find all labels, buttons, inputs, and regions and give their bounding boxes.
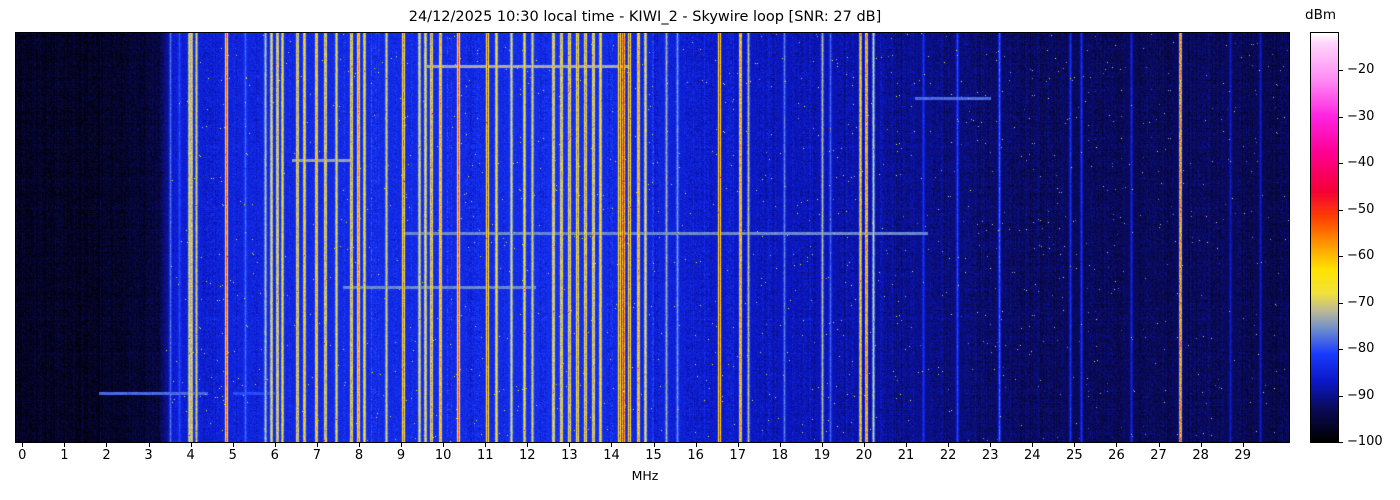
x-tick [1158, 443, 1160, 447]
x-tick [274, 443, 276, 447]
colorbar-tick [1339, 70, 1343, 72]
spectrogram-waterfall[interactable] [16, 33, 1289, 442]
x-tick-label: 4 [186, 448, 195, 463]
x-axis: 0 1 2 3 4 5 6 7 8 9 10 11 12 13 14 15 16 17 18 19 20 21 22 23 24… [15, 443, 1290, 473]
colorbar-tick [1339, 163, 1343, 165]
x-tick-label: 5 [228, 448, 237, 463]
x-tick-label: 21 [897, 448, 915, 463]
x-tick [527, 443, 529, 447]
x-tick-label: 23 [981, 448, 999, 463]
colorbar-tick [1339, 256, 1343, 258]
x-tick-label: 10 [434, 448, 452, 463]
x-tick-label: 16 [687, 448, 704, 463]
x-tick [990, 443, 992, 447]
colorbar-gradient [1311, 33, 1338, 442]
x-tick-label: 29 [1234, 448, 1251, 463]
x-tick-label: 7 [312, 448, 322, 463]
x-tick-label: 20 [855, 448, 873, 463]
x-tick [1242, 443, 1244, 447]
x-tick [316, 443, 318, 447]
x-tick-label: 12 [519, 448, 536, 463]
x-tick [1032, 443, 1034, 447]
x-tick [358, 443, 360, 447]
x-tick [1200, 443, 1202, 447]
colorbar-tick [1339, 349, 1343, 351]
x-tick [232, 443, 234, 447]
colorbar[interactable] [1310, 32, 1339, 443]
x-tick-label: 8 [354, 448, 364, 463]
x-tick-label: 27 [1150, 448, 1167, 463]
colorbar-tick-label: −70 [1347, 294, 1375, 310]
x-tick-label: 26 [1108, 448, 1125, 463]
x-tick-label: 15 [645, 448, 662, 463]
colorbar-axis: −20 −30 −40 −50 −60 −70 −80 −90 −100 [1339, 32, 1399, 449]
x-tick-label: 24 [1024, 448, 1041, 463]
x-tick-label: 14 [603, 448, 620, 463]
x-tick-label: 22 [939, 448, 957, 463]
x-tick-label: 19 [813, 448, 831, 463]
x-tick-label: 17 [729, 448, 746, 463]
colorbar-tick [1339, 302, 1343, 304]
colorbar-tick-label: −30 [1347, 108, 1375, 124]
colorbar-tick-label: −20 [1347, 62, 1375, 78]
x-tick-label: 6 [270, 448, 279, 463]
x-tick-label: 18 [771, 448, 789, 463]
x-tick [190, 443, 192, 447]
x-tick-label: 0 [18, 448, 27, 463]
colorbar-tick [1339, 116, 1343, 118]
x-axis-label: MHz [631, 468, 659, 483]
colorbar-tick [1339, 442, 1343, 443]
x-tick-label: 2 [102, 448, 111, 463]
x-tick [821, 443, 823, 447]
x-tick [485, 443, 487, 447]
page-title: 24/12/2025 10:30 local time - KIWI_2 - S… [408, 9, 882, 25]
x-tick-label: 28 [1192, 448, 1209, 463]
x-tick [863, 443, 865, 447]
spectrogram-plot-area[interactable] [15, 32, 1290, 443]
x-tick-label: 25 [1066, 448, 1083, 463]
x-tick [22, 443, 24, 447]
x-tick [695, 443, 697, 447]
x-tick [569, 443, 571, 447]
x-tick-label: 3 [144, 448, 153, 463]
colorbar-tick [1339, 395, 1343, 397]
x-tick [906, 443, 908, 447]
colorbar-tick [1339, 209, 1343, 211]
x-tick [948, 443, 950, 447]
x-tick [779, 443, 781, 447]
colorbar-tick-label: −90 [1347, 387, 1375, 403]
colorbar-tick-label: −50 [1347, 201, 1375, 217]
x-tick [1074, 443, 1076, 447]
x-tick [443, 443, 445, 447]
x-tick [106, 443, 108, 447]
x-tick-label: 9 [396, 448, 406, 463]
x-tick [64, 443, 66, 447]
x-tick-label: 13 [561, 448, 578, 463]
x-tick [401, 443, 403, 447]
x-tick [737, 443, 739, 447]
colorbar-tick-label: −60 [1347, 248, 1375, 264]
x-tick [653, 443, 655, 447]
x-tick [148, 443, 150, 447]
colorbar-tick-label: −100 [1347, 434, 1383, 449]
x-tick [1116, 443, 1118, 447]
colorbar-title: dBm [1305, 7, 1336, 23]
x-tick [611, 443, 613, 447]
x-tick-label: 1 [60, 448, 69, 463]
x-tick-label: 11 [476, 448, 494, 463]
colorbar-tick-label: −80 [1347, 341, 1375, 357]
colorbar-tick-label: −40 [1347, 155, 1375, 171]
